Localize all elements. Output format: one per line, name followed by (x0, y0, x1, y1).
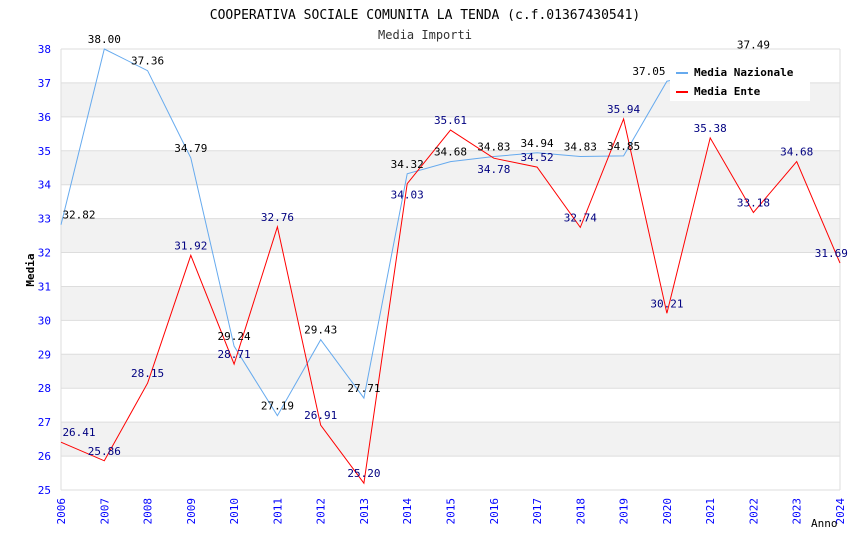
data-label: 27.71 (347, 382, 380, 395)
y-tick-label: 35 (38, 145, 51, 158)
data-label: 35.38 (694, 122, 727, 135)
x-tick-label: 2010 (228, 498, 241, 525)
y-tick-label: 36 (38, 111, 51, 124)
x-tick-label: 2013 (358, 498, 371, 525)
data-label: 35.61 (434, 114, 467, 127)
y-tick-label: 29 (38, 348, 51, 361)
data-label: 30.21 (650, 297, 683, 310)
x-tick-label: 2019 (618, 498, 631, 525)
grid-band (61, 218, 840, 253)
series-line-nazionale (60, 48, 754, 417)
data-label: 28.71 (218, 348, 251, 361)
x-tick-label: 2009 (185, 498, 198, 525)
data-label: 34.94 (521, 137, 554, 150)
x-tick-label: 2022 (747, 498, 760, 525)
y-tick-label: 38 (38, 43, 51, 56)
data-label: 34.03 (391, 189, 424, 202)
data-label: 31.69 (815, 247, 848, 260)
data-label: 29.43 (304, 324, 337, 337)
grid-band (61, 286, 840, 321)
x-tick-label: 2024 (834, 498, 847, 525)
x-tick-label: 2021 (704, 498, 717, 525)
data-label: 32.74 (564, 211, 597, 224)
data-label: 31.92 (174, 239, 207, 252)
data-label: 32.82 (62, 209, 95, 222)
series-line-ente (60, 117, 841, 485)
x-tick-label: 2017 (531, 498, 544, 525)
x-tick-label: 2014 (401, 498, 414, 525)
data-label: 26.91 (304, 409, 337, 422)
data-label: 32.76 (261, 211, 294, 224)
data-label: 26.41 (62, 426, 95, 439)
data-label: 34.68 (434, 146, 467, 159)
x-tick-label: 2011 (271, 498, 284, 525)
x-tick-label: 2018 (574, 498, 587, 525)
data-label: 35.94 (607, 103, 640, 116)
data-label: 34.85 (607, 140, 640, 153)
chart-title: COOPERATIVA SOCIALE COMUNITA LA TENDA (c… (210, 8, 640, 23)
data-label: 25.86 (88, 445, 121, 458)
grid-band (61, 354, 840, 389)
data-label: 25.20 (347, 467, 380, 480)
x-tick-label: 2015 (445, 498, 458, 525)
data-label: 34.52 (521, 151, 554, 164)
y-tick-label: 32 (38, 247, 51, 260)
legend-label: Media Ente (694, 85, 761, 98)
data-label: 34.79 (174, 142, 207, 155)
y-tick-label: 26 (38, 450, 51, 463)
legend-label: Media Nazionale (694, 66, 794, 79)
legend-box (670, 60, 810, 101)
y-tick-label: 30 (38, 314, 51, 327)
data-label: 34.32 (391, 158, 424, 171)
data-label: 34.83 (477, 141, 510, 154)
data-label: 29.24 (218, 330, 251, 343)
x-tick-label: 2020 (661, 498, 674, 525)
y-tick-label: 34 (38, 179, 52, 192)
y-tick-label: 27 (38, 416, 51, 429)
data-label: 37.49 (737, 38, 770, 51)
data-label: 28.15 (131, 367, 164, 380)
data-label: 37.36 (131, 55, 164, 68)
x-tick-label: 2016 (488, 498, 501, 525)
data-label: 34.83 (564, 141, 597, 154)
y-tick-label: 37 (38, 77, 51, 90)
data-label: 34.68 (780, 146, 813, 159)
x-tick-label: 2023 (791, 498, 804, 525)
grid-band (61, 422, 840, 457)
x-tick-label: 2012 (315, 498, 328, 525)
x-tick-label: 2008 (142, 498, 155, 525)
x-tick-label: 2007 (98, 498, 111, 525)
data-label: 37.05 (632, 65, 665, 78)
grid-band (61, 150, 840, 185)
data-label: 33.18 (737, 197, 770, 210)
y-tick-label: 28 (38, 382, 51, 395)
y-tick-label: 25 (38, 484, 51, 497)
data-label: 38.00 (88, 33, 121, 46)
data-label: 34.78 (477, 163, 510, 176)
x-tick-label: 2006 (55, 498, 68, 525)
y-tick-label: 33 (38, 213, 51, 226)
chart-subtitle: Media Importi (378, 28, 472, 42)
y-axis-label: Media (24, 253, 37, 286)
x-axis-label: Anno (811, 517, 838, 530)
y-tick-label: 31 (38, 280, 51, 293)
data-label: 27.19 (261, 400, 294, 413)
